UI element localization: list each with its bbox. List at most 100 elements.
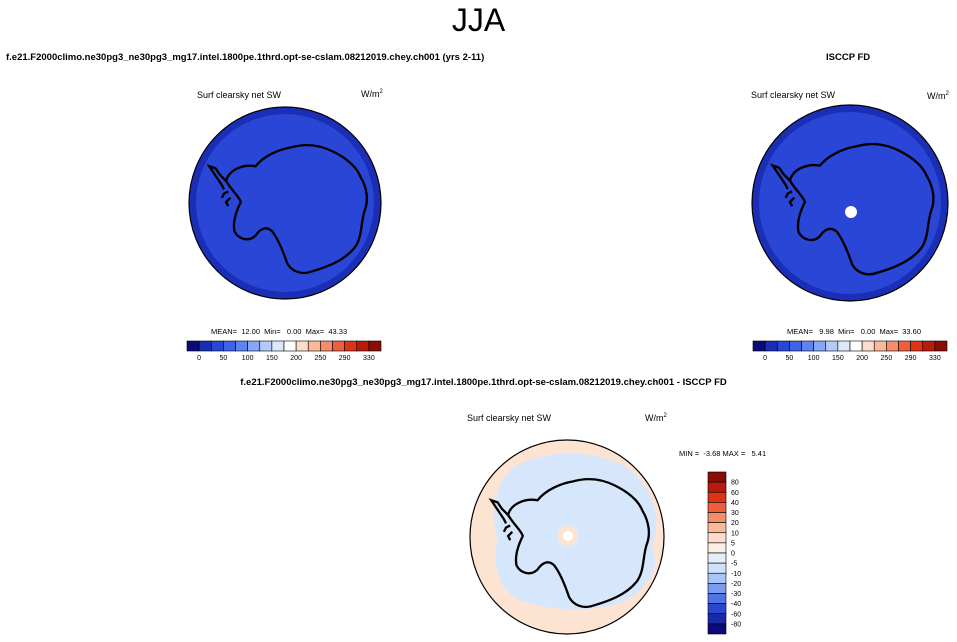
panel2-colorbar: 0 50 100 150 200 250 290 330 — [752, 340, 948, 362]
panel3-colorbar-box — [707, 583, 727, 594]
panel1-colorbar-box — [210, 340, 224, 352]
panel3-colorbar-box — [707, 593, 727, 604]
panel1-units: W/m2 — [361, 89, 383, 99]
panel3-colorbar-label: -80 — [731, 621, 741, 628]
panel2-colorbar-box — [922, 340, 936, 352]
panel1-stats: MEAN= 12.00 Min= 0.00 Max= 43.33 — [211, 327, 348, 336]
model-case-title: f.e21.F2000climo.ne30pg3_ne30pg3_mg17.in… — [6, 52, 485, 63]
obs-case-title: ISCCP FD — [826, 52, 871, 63]
panel3-units: W/m2 — [645, 413, 667, 423]
panel1-colorbar-box — [307, 340, 321, 352]
panel3-colorbar-box — [707, 522, 727, 534]
panel2-colorbar-box — [752, 340, 766, 352]
panel3-stats: MIN = -3.68 MAX = 5.41 — [679, 449, 767, 458]
diff-case-title: f.e21.F2000climo.ne30pg3_ne30pg3_mg17.in… — [240, 377, 727, 388]
panel2-colorbar-label: 250 — [881, 355, 893, 362]
panel2-colorbar-label: 200 — [856, 355, 868, 362]
panel1-colorbar-box — [223, 340, 236, 352]
panel3-colorbar-box — [707, 542, 727, 554]
panel1-colorbar-box — [235, 340, 248, 352]
panel1-colorbar-box — [259, 340, 273, 352]
panel3-colorbar-label: -60 — [731, 611, 741, 618]
panel1-colorbar-label: 0 — [197, 355, 201, 362]
panel1-colorbar-label: 200 — [290, 355, 302, 362]
panel3-colorbar-box — [707, 471, 727, 483]
panel2-colorbar-box — [861, 340, 875, 352]
panel1-colorbar-box — [247, 340, 261, 352]
panel2-colorbar-label: 150 — [832, 355, 844, 362]
panel2-border — [751, 104, 949, 302]
season-title: JJA — [451, 2, 506, 38]
panel3-colorbar-label: 20 — [731, 520, 739, 527]
panel3-colorbar-label: 40 — [731, 500, 739, 507]
panel1-colorbar-box — [344, 340, 358, 352]
panel2-colorbar-label: 100 — [808, 355, 820, 362]
panel2-colorbar-box — [910, 340, 924, 352]
panel3-colorbar-box — [707, 532, 727, 544]
panel1-colorbar-box — [368, 340, 382, 352]
panel3-colorbar-box — [707, 502, 727, 513]
panel2-colorbar-label: 330 — [929, 355, 941, 362]
panel2-colorbar-label: 290 — [905, 355, 917, 362]
panel3-colorbar-box — [707, 562, 727, 574]
panel2-stats: MEAN= 9.98 Min= 0.00 Max= 33.60 — [787, 327, 922, 336]
panel3-colorbar-label: -20 — [731, 581, 741, 588]
panel3-colorbar-label: 10 — [731, 530, 739, 537]
panel1-colorbar-box — [356, 340, 370, 352]
panel2-colorbar-box — [898, 340, 911, 352]
panel1-colorbar-box — [332, 340, 345, 352]
panel2-colorbar-box — [813, 340, 827, 352]
panel3-colorbar-box — [707, 623, 727, 635]
panel3-colorbar-box — [707, 613, 727, 625]
panel3-colorbar-label: 30 — [731, 510, 739, 517]
panel2-title: Surf clearsky net SW — [751, 90, 836, 100]
panel3-colorbar-box — [707, 603, 727, 615]
panel1-colorbar-box — [198, 340, 212, 352]
panel1-colorbar-label: 250 — [315, 355, 327, 362]
panel1-colorbar-box — [283, 340, 297, 352]
panel2-colorbar-box — [886, 340, 899, 352]
panel1-colorbar-box — [186, 340, 200, 352]
panel2-missing-pole — [845, 206, 857, 218]
panel3-colorbar-label: 0 — [731, 551, 735, 558]
panel3-colorbar-label: 5 — [731, 540, 735, 547]
panel3-colorbar-box — [707, 491, 727, 503]
panel2-colorbar-box — [776, 340, 790, 352]
panel2-colorbar-box — [849, 340, 863, 352]
panel1-colorbar-label: 290 — [339, 355, 351, 362]
panel3-colorbar-label: -5 — [731, 561, 737, 568]
panel2-colorbar-label: 0 — [763, 355, 767, 362]
panel3-missing-pole — [563, 531, 573, 541]
panel1-colorbar-label: 100 — [242, 355, 254, 362]
panel1-border — [188, 106, 382, 300]
panel1-colorbar-box — [320, 340, 333, 352]
panel2-units: W/m2 — [927, 91, 949, 101]
panel3-colorbar-label: -30 — [731, 591, 741, 598]
panel2-colorbar-box — [825, 340, 839, 352]
panel1-colorbar-box — [271, 340, 285, 352]
panel2-colorbar-label: 50 — [785, 355, 793, 362]
panel1-colorbar-label: 150 — [266, 355, 278, 362]
panel1-colorbar-label: 330 — [363, 355, 375, 362]
panel3-colorbar-label: -10 — [731, 571, 741, 578]
panel3-title: Surf clearsky net SW — [467, 413, 552, 423]
panel3-colorbar-box — [707, 552, 727, 564]
panel2-colorbar-box — [934, 340, 948, 352]
panel1-colorbar: 0 50 100 150 200 250 290 330 — [186, 340, 382, 362]
panel3-colorbar-box — [707, 572, 727, 584]
panel2-colorbar-box — [801, 340, 814, 352]
panel3-colorbar-box — [707, 481, 727, 493]
panel3-colorbar-box — [707, 512, 727, 523]
panel3-colorbar: 80 60 40 30 20 10 5 0 -5 -10 -20 -30 -40 -60 -80 — [707, 471, 741, 635]
panel3-border — [469, 439, 665, 635]
panel3-colorbar-label: 80 — [731, 480, 739, 487]
panel2-colorbar-box — [873, 340, 887, 352]
panel1-colorbar-box — [295, 340, 309, 352]
panel3-colorbar-label: -40 — [731, 601, 741, 608]
panel1-colorbar-label: 50 — [219, 355, 227, 362]
panel3-colorbar-label: 60 — [731, 490, 739, 497]
panel2-colorbar-box — [837, 340, 851, 352]
panel1-title: Surf clearsky net SW — [197, 90, 282, 100]
panel2-colorbar-box — [764, 340, 778, 352]
